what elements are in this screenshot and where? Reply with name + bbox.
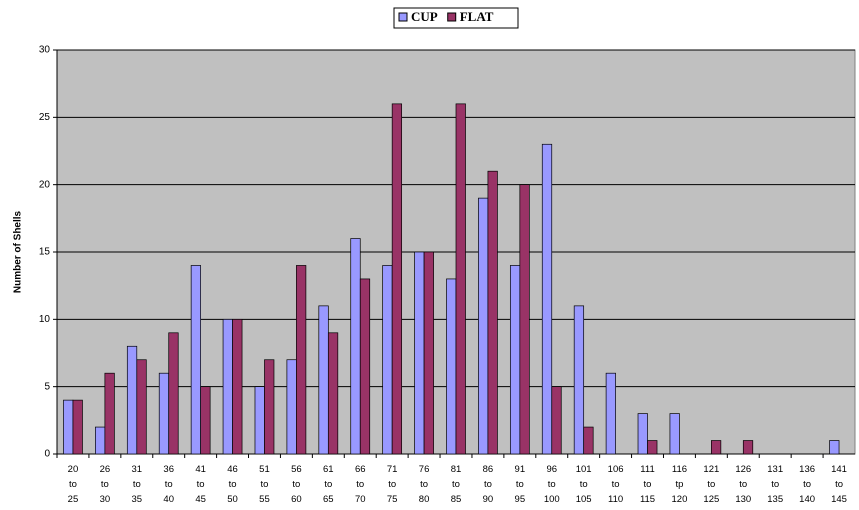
bar: [136, 359, 147, 455]
bar: [382, 265, 393, 455]
x-tick-label: 66 to 70: [354, 464, 366, 505]
bar: [95, 426, 106, 455]
bar: [254, 386, 265, 455]
x-tick-label: 91 to 95: [514, 464, 526, 505]
x-tick-label: 116 tp 120: [671, 464, 688, 505]
x-tick-label: 61 to 65: [323, 464, 334, 505]
x-tick-label: 86 to 90: [482, 464, 494, 505]
y-tick-label: 25: [39, 112, 51, 123]
x-tick-label: 20 to 25: [67, 464, 79, 505]
x-tick-label: 131 to 135: [767, 464, 784, 505]
bar: [669, 413, 680, 455]
x-tick-label: 36 to 40: [163, 464, 174, 505]
bar: [350, 238, 361, 455]
bar: [637, 413, 648, 455]
bar: [742, 440, 754, 455]
bar: [391, 103, 403, 455]
bar: [190, 265, 201, 455]
bar: [573, 305, 585, 455]
bar: [168, 332, 179, 455]
x-tick-label: 51 to 55: [259, 464, 270, 505]
x-tick-label: 111 to 115: [639, 464, 656, 505]
x-tick-label: 96 to 100: [543, 464, 560, 505]
bar: [829, 440, 840, 455]
bar: [126, 345, 138, 455]
bar: [63, 399, 74, 455]
x-tick-label: 101 to 105: [575, 464, 592, 505]
bar: [455, 103, 466, 455]
y-axis-label: Number of Shells: [13, 210, 24, 293]
bar: [647, 440, 658, 455]
bar: [264, 359, 275, 455]
x-tick-label: 46 to 50: [227, 464, 238, 505]
y-tick-label: 20: [39, 179, 51, 190]
bar: [222, 318, 233, 455]
bar: [296, 265, 307, 455]
x-tick-label: 126 to 130: [735, 464, 752, 505]
bar: [359, 278, 371, 455]
y-tick-label: 10: [39, 314, 51, 325]
x-tick-label: 71 to 75: [386, 464, 398, 505]
x-tick-label: 81 to 85: [450, 464, 462, 505]
x-tick-label: 76 to 80: [418, 464, 430, 505]
x-tick-label: 121 to 125: [703, 464, 720, 505]
bar: [509, 265, 521, 455]
bar: [446, 278, 457, 455]
x-tick-label: 141 to 145: [831, 464, 847, 505]
bar: [583, 426, 594, 455]
x-tick-label: 106 to 110: [607, 464, 624, 505]
x-tick-label: 41 to 45: [195, 464, 206, 505]
y-tick-label: 15: [39, 247, 51, 258]
bar: [519, 184, 530, 455]
x-tick-label: 56 to 60: [291, 464, 302, 505]
legend-swatch: [447, 12, 457, 22]
y-tick-label: 0: [44, 449, 50, 460]
bar: [541, 143, 553, 455]
bar: [551, 386, 562, 455]
bar: [414, 251, 425, 455]
bar: [711, 440, 722, 455]
x-tick-label: 31 to 35: [131, 464, 143, 505]
bar: [72, 399, 83, 455]
bar: [318, 305, 329, 455]
bar: [200, 386, 211, 455]
bar: [327, 332, 339, 455]
y-tick-label: 30: [39, 45, 51, 56]
x-tick-label: 26 to 30: [99, 464, 111, 505]
bar: [158, 372, 170, 455]
x-tick-label: 136 to 140: [799, 464, 816, 505]
bar: [104, 372, 115, 455]
bar: [232, 318, 243, 455]
bar: [487, 170, 498, 455]
legend-label: FLAT: [460, 9, 494, 24]
bar: [605, 372, 616, 455]
y-tick-label: 5: [44, 381, 50, 392]
legend-swatch: [398, 12, 408, 22]
bar: [286, 359, 297, 455]
legend-label: CUP: [411, 9, 438, 24]
bar: [423, 251, 434, 455]
bar: [478, 197, 489, 455]
legend: CUP FLAT: [393, 7, 519, 29]
